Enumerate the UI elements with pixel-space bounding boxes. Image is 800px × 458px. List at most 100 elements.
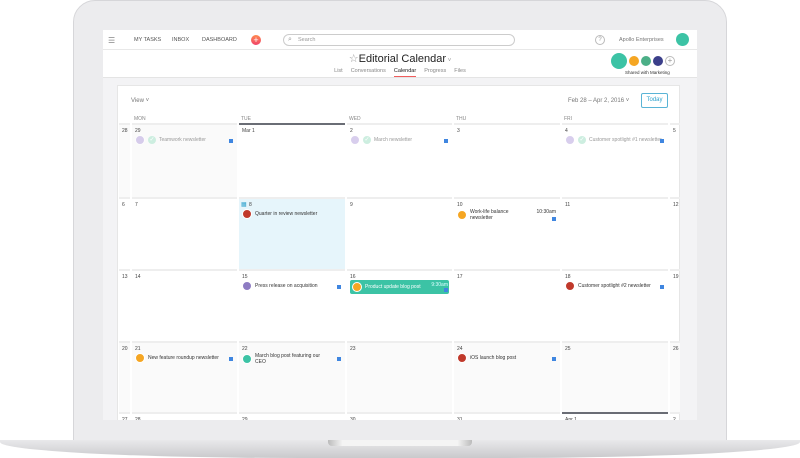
- day-cell[interactable]: 14: [132, 269, 237, 341]
- member-avatar[interactable]: [629, 55, 639, 66]
- tab-calendar[interactable]: Calendar: [393, 68, 417, 77]
- day-cell[interactable]: 29: [132, 123, 237, 197]
- nav-inbox[interactable]: INBOX: [172, 37, 190, 43]
- day-number: 5: [673, 128, 676, 134]
- member-avatar[interactable]: [641, 55, 651, 66]
- assignee-avatar[interactable]: [135, 135, 145, 145]
- day-cell[interactable]: 3: [454, 123, 560, 197]
- task-event[interactable]: Work-life balance newsletter 10:30am: [457, 209, 557, 221]
- day-cell[interactable]: 15: [239, 269, 345, 341]
- day-cell[interactable]: 2: [347, 123, 452, 197]
- day-number: 2: [350, 128, 353, 134]
- assignee-avatar[interactable]: [242, 354, 252, 364]
- tab-files[interactable]: Files: [454, 68, 466, 74]
- view-dropdown[interactable]: View ˅: [131, 98, 150, 104]
- task-event[interactable]: Customer spotlight #2 newsletter: [565, 281, 665, 291]
- day-cell[interactable]: ▦ 8: [239, 197, 345, 269]
- help-button[interactable]: ?: [595, 35, 605, 45]
- assignee-avatar[interactable]: [457, 353, 467, 363]
- member-avatar[interactable]: [653, 55, 663, 66]
- task-event[interactable]: Product update blog post 9:30am: [350, 280, 449, 294]
- task-event[interactable]: ✓ March newsletter: [350, 135, 449, 145]
- day-number: 24: [457, 346, 463, 352]
- add-button[interactable]: +: [251, 35, 261, 45]
- task-event[interactable]: ✓ Customer spotlight #1 newsletter: [565, 135, 665, 145]
- day-cell[interactable]: 17: [454, 269, 560, 341]
- day-cell[interactable]: 23: [347, 341, 452, 412]
- day-cell[interactable]: 6: [119, 197, 130, 269]
- project-color-square: [444, 139, 448, 143]
- task-time: 9:30am: [431, 282, 448, 288]
- day-cell[interactable]: 2: [670, 412, 680, 420]
- day-cell[interactable]: 29: [239, 412, 345, 420]
- day-number: 28: [135, 417, 141, 420]
- task-event[interactable]: Quarter in review newsletter: [242, 209, 342, 219]
- day-cell[interactable]: 10: [454, 197, 560, 269]
- tab-list[interactable]: List: [334, 68, 343, 74]
- assignee-avatar[interactable]: [135, 353, 145, 363]
- day-cell[interactable]: 9: [347, 197, 452, 269]
- day-number: 12: [673, 202, 679, 208]
- day-cell[interactable]: 26: [670, 341, 680, 412]
- menu-icon[interactable]: ☰: [108, 36, 116, 45]
- check-icon[interactable]: ✓: [363, 136, 371, 144]
- day-cell[interactable]: 24: [454, 341, 560, 412]
- day-cell[interactable]: 5: [670, 123, 680, 197]
- nav-my-tasks[interactable]: MY TASKS: [134, 37, 162, 43]
- day-cell[interactable]: 16: [347, 269, 452, 341]
- day-cell[interactable]: 4: [562, 123, 668, 197]
- tab-conversations[interactable]: Conversations: [350, 68, 386, 74]
- today-button[interactable]: Today: [641, 93, 668, 108]
- task-event[interactable]: iOS launch blog post: [457, 353, 557, 363]
- user-avatar[interactable]: [676, 33, 689, 46]
- task-event[interactable]: ✓ Teamwork newsletter: [135, 135, 234, 145]
- assignee-avatar[interactable]: [565, 281, 575, 291]
- tab-progress[interactable]: Progress: [424, 68, 447, 74]
- assignee-avatar[interactable]: [565, 135, 575, 145]
- day-number: 31: [457, 417, 463, 420]
- day-cell[interactable]: 30: [347, 412, 452, 420]
- project-color-square: [337, 285, 341, 289]
- day-cell[interactable]: 11: [562, 197, 668, 269]
- day-number: 30: [350, 417, 356, 420]
- star-icon[interactable]: ☆: [348, 53, 359, 65]
- day-cell[interactable]: 18: [562, 269, 668, 341]
- day-cell[interactable]: 13: [119, 269, 130, 341]
- assignee-avatar[interactable]: [242, 281, 252, 291]
- day-cell[interactable]: 25: [562, 341, 668, 412]
- day-cell[interactable]: 12: [670, 197, 680, 269]
- day-cell[interactable]: 20: [119, 341, 130, 412]
- nav-dashboard[interactable]: DASHBOARD: [202, 37, 237, 43]
- day-cell[interactable]: 21: [132, 341, 237, 412]
- check-icon[interactable]: ✓: [148, 136, 156, 144]
- calendar-today-icon: ▦: [241, 202, 247, 208]
- org-name[interactable]: Apollo Enterprises: [619, 37, 664, 43]
- day-cell[interactable]: 7: [132, 197, 237, 269]
- check-icon[interactable]: ✓: [578, 136, 586, 144]
- shared-label: Shared with Marketing: [625, 70, 670, 75]
- member-avatar[interactable]: [611, 52, 627, 69]
- add-member-button[interactable]: +: [665, 55, 675, 66]
- assignee-avatar[interactable]: [242, 209, 252, 219]
- assignee-avatar[interactable]: [352, 282, 362, 292]
- day-header-thu: THU: [456, 116, 467, 122]
- day-header-mon: MON: [134, 116, 146, 122]
- task-event[interactable]: Press release on acquisition: [242, 281, 342, 291]
- day-cell[interactable]: Apr 1: [562, 412, 668, 420]
- assignee-avatar[interactable]: [350, 135, 360, 145]
- chevron-down-icon[interactable]: ˅: [446, 58, 452, 64]
- date-range-dropdown[interactable]: Feb 28 – Apr 2, 2016 ˅: [568, 98, 630, 104]
- day-cell[interactable]: Mar 1: [239, 123, 345, 197]
- task-event[interactable]: New feature roundup newsletter: [135, 353, 234, 363]
- task-event[interactable]: March blog post featuring our CEO: [242, 353, 342, 365]
- day-cell[interactable]: 28: [119, 123, 130, 197]
- day-cell[interactable]: 27: [119, 412, 130, 420]
- day-cell[interactable]: 31: [454, 412, 560, 420]
- day-cell[interactable]: 19: [670, 269, 680, 341]
- day-cell[interactable]: 22: [239, 341, 345, 412]
- day-number: 29: [242, 417, 248, 420]
- top-bar: ☰ MY TASKS INBOX DASHBOARD + ⌕ Search ? A…: [103, 30, 697, 50]
- day-cell[interactable]: 28: [132, 412, 237, 420]
- assignee-avatar[interactable]: [457, 210, 467, 220]
- search-input[interactable]: ⌕ Search: [283, 34, 515, 46]
